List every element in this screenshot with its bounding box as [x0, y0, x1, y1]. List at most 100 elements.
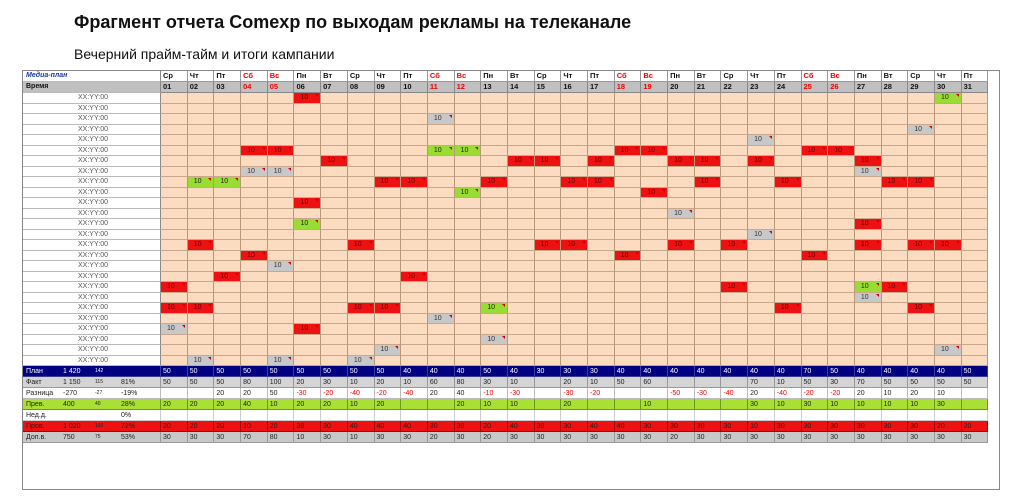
- schedule-cell[interactable]: [294, 229, 322, 240]
- schedule-cell[interactable]: [374, 355, 402, 366]
- schedule-cell[interactable]: [534, 324, 562, 335]
- schedule-cell[interactable]: 10: [748, 135, 775, 146]
- schedule-cell[interactable]: [694, 240, 722, 251]
- schedule-cell[interactable]: [721, 145, 749, 156]
- schedule-cell[interactable]: [427, 240, 455, 251]
- ad-spot-red[interactable]: 10: [401, 177, 427, 187]
- schedule-cell[interactable]: [321, 250, 348, 261]
- schedule-cell[interactable]: [481, 219, 508, 230]
- schedule-cell[interactable]: [347, 156, 375, 167]
- schedule-cell[interactable]: [774, 135, 802, 146]
- schedule-cell[interactable]: [454, 124, 482, 135]
- schedule-cell[interactable]: [668, 93, 695, 104]
- schedule-cell[interactable]: [561, 208, 588, 219]
- schedule-cell[interactable]: [241, 114, 268, 125]
- schedule-cell[interactable]: [267, 124, 295, 135]
- schedule-cell[interactable]: 10: [934, 93, 962, 104]
- schedule-cell[interactable]: [694, 166, 722, 177]
- schedule-cell[interactable]: 10: [748, 229, 775, 240]
- schedule-cell[interactable]: [321, 219, 348, 230]
- schedule-cell[interactable]: [774, 219, 802, 230]
- schedule-cell[interactable]: [347, 250, 375, 261]
- schedule-cell[interactable]: [961, 240, 989, 251]
- schedule-cell[interactable]: [614, 198, 642, 209]
- schedule-cell[interactable]: [347, 187, 375, 198]
- schedule-cell[interactable]: [321, 355, 348, 366]
- schedule-cell[interactable]: [748, 271, 775, 282]
- schedule-cell[interactable]: 10: [347, 355, 375, 366]
- schedule-cell[interactable]: [748, 292, 775, 303]
- ad-spot-gry[interactable]: 10: [668, 208, 694, 218]
- schedule-cell[interactable]: [401, 145, 428, 156]
- schedule-cell[interactable]: [668, 282, 695, 293]
- schedule-cell[interactable]: [241, 208, 268, 219]
- schedule-cell[interactable]: [241, 219, 268, 230]
- schedule-cell[interactable]: [401, 261, 428, 272]
- schedule-cell[interactable]: [241, 177, 268, 188]
- schedule-cell[interactable]: [374, 229, 402, 240]
- schedule-cell[interactable]: [641, 229, 669, 240]
- schedule-cell[interactable]: [614, 271, 642, 282]
- schedule-cell[interactable]: [801, 135, 829, 146]
- schedule-cell[interactable]: [161, 292, 188, 303]
- schedule-cell[interactable]: 10: [668, 156, 695, 167]
- schedule-cell[interactable]: [374, 166, 402, 177]
- schedule-cell[interactable]: [294, 334, 322, 345]
- schedule-cell[interactable]: [774, 187, 802, 198]
- schedule-cell[interactable]: [214, 156, 242, 167]
- schedule-cell[interactable]: [161, 345, 188, 356]
- schedule-cell[interactable]: [828, 261, 855, 272]
- schedule-cell[interactable]: 10: [694, 177, 722, 188]
- schedule-cell[interactable]: 10: [908, 124, 935, 135]
- schedule-cell[interactable]: [534, 177, 562, 188]
- schedule-cell[interactable]: 10: [454, 145, 482, 156]
- schedule-cell[interactable]: [481, 271, 508, 282]
- schedule-cell[interactable]: [454, 261, 482, 272]
- schedule-cell[interactable]: [961, 282, 989, 293]
- schedule-cell[interactable]: [481, 103, 508, 114]
- ad-spot-gry[interactable]: 10: [241, 166, 267, 176]
- schedule-cell[interactable]: [454, 229, 482, 240]
- schedule-cell[interactable]: [614, 261, 642, 272]
- schedule-cell[interactable]: [454, 271, 482, 282]
- schedule-cell[interactable]: [507, 240, 535, 251]
- ad-spot-red[interactable]: 10: [694, 177, 721, 187]
- schedule-cell[interactable]: 10: [641, 187, 669, 198]
- schedule-cell[interactable]: [161, 240, 188, 251]
- schedule-cell[interactable]: [908, 345, 935, 356]
- schedule-cell[interactable]: [854, 355, 882, 366]
- schedule-cell[interactable]: [534, 355, 562, 366]
- schedule-cell[interactable]: 10: [267, 261, 295, 272]
- ad-spot-red[interactable]: 10: [241, 145, 267, 155]
- ad-spot-red[interactable]: 10: [401, 271, 427, 281]
- schedule-cell[interactable]: [534, 187, 562, 198]
- schedule-cell[interactable]: [347, 103, 375, 114]
- schedule-cell[interactable]: [934, 229, 962, 240]
- schedule-cell[interactable]: [401, 355, 428, 366]
- schedule-cell[interactable]: [374, 240, 402, 251]
- schedule-cell[interactable]: [934, 313, 962, 324]
- schedule-cell[interactable]: [641, 177, 669, 188]
- schedule-cell[interactable]: [481, 282, 508, 293]
- schedule-cell[interactable]: [187, 282, 215, 293]
- schedule-cell[interactable]: [668, 271, 695, 282]
- schedule-cell[interactable]: [454, 103, 482, 114]
- schedule-cell[interactable]: [561, 334, 588, 345]
- schedule-cell[interactable]: [187, 250, 215, 261]
- schedule-cell[interactable]: [614, 219, 642, 230]
- schedule-cell[interactable]: [881, 198, 909, 209]
- schedule-cell[interactable]: [694, 261, 722, 272]
- schedule-cell[interactable]: [588, 219, 615, 230]
- schedule-cell[interactable]: 10: [427, 114, 455, 125]
- schedule-cell[interactable]: [748, 303, 775, 314]
- schedule-cell[interactable]: [961, 313, 989, 324]
- schedule-cell[interactable]: [721, 198, 749, 209]
- schedule-cell[interactable]: [588, 334, 615, 345]
- schedule-cell[interactable]: [748, 124, 775, 135]
- schedule-cell[interactable]: [588, 303, 615, 314]
- schedule-cell[interactable]: [294, 355, 322, 366]
- schedule-cell[interactable]: [614, 124, 642, 135]
- schedule-cell[interactable]: [374, 261, 402, 272]
- schedule-cell[interactable]: [881, 187, 909, 198]
- schedule-cell[interactable]: [641, 114, 669, 125]
